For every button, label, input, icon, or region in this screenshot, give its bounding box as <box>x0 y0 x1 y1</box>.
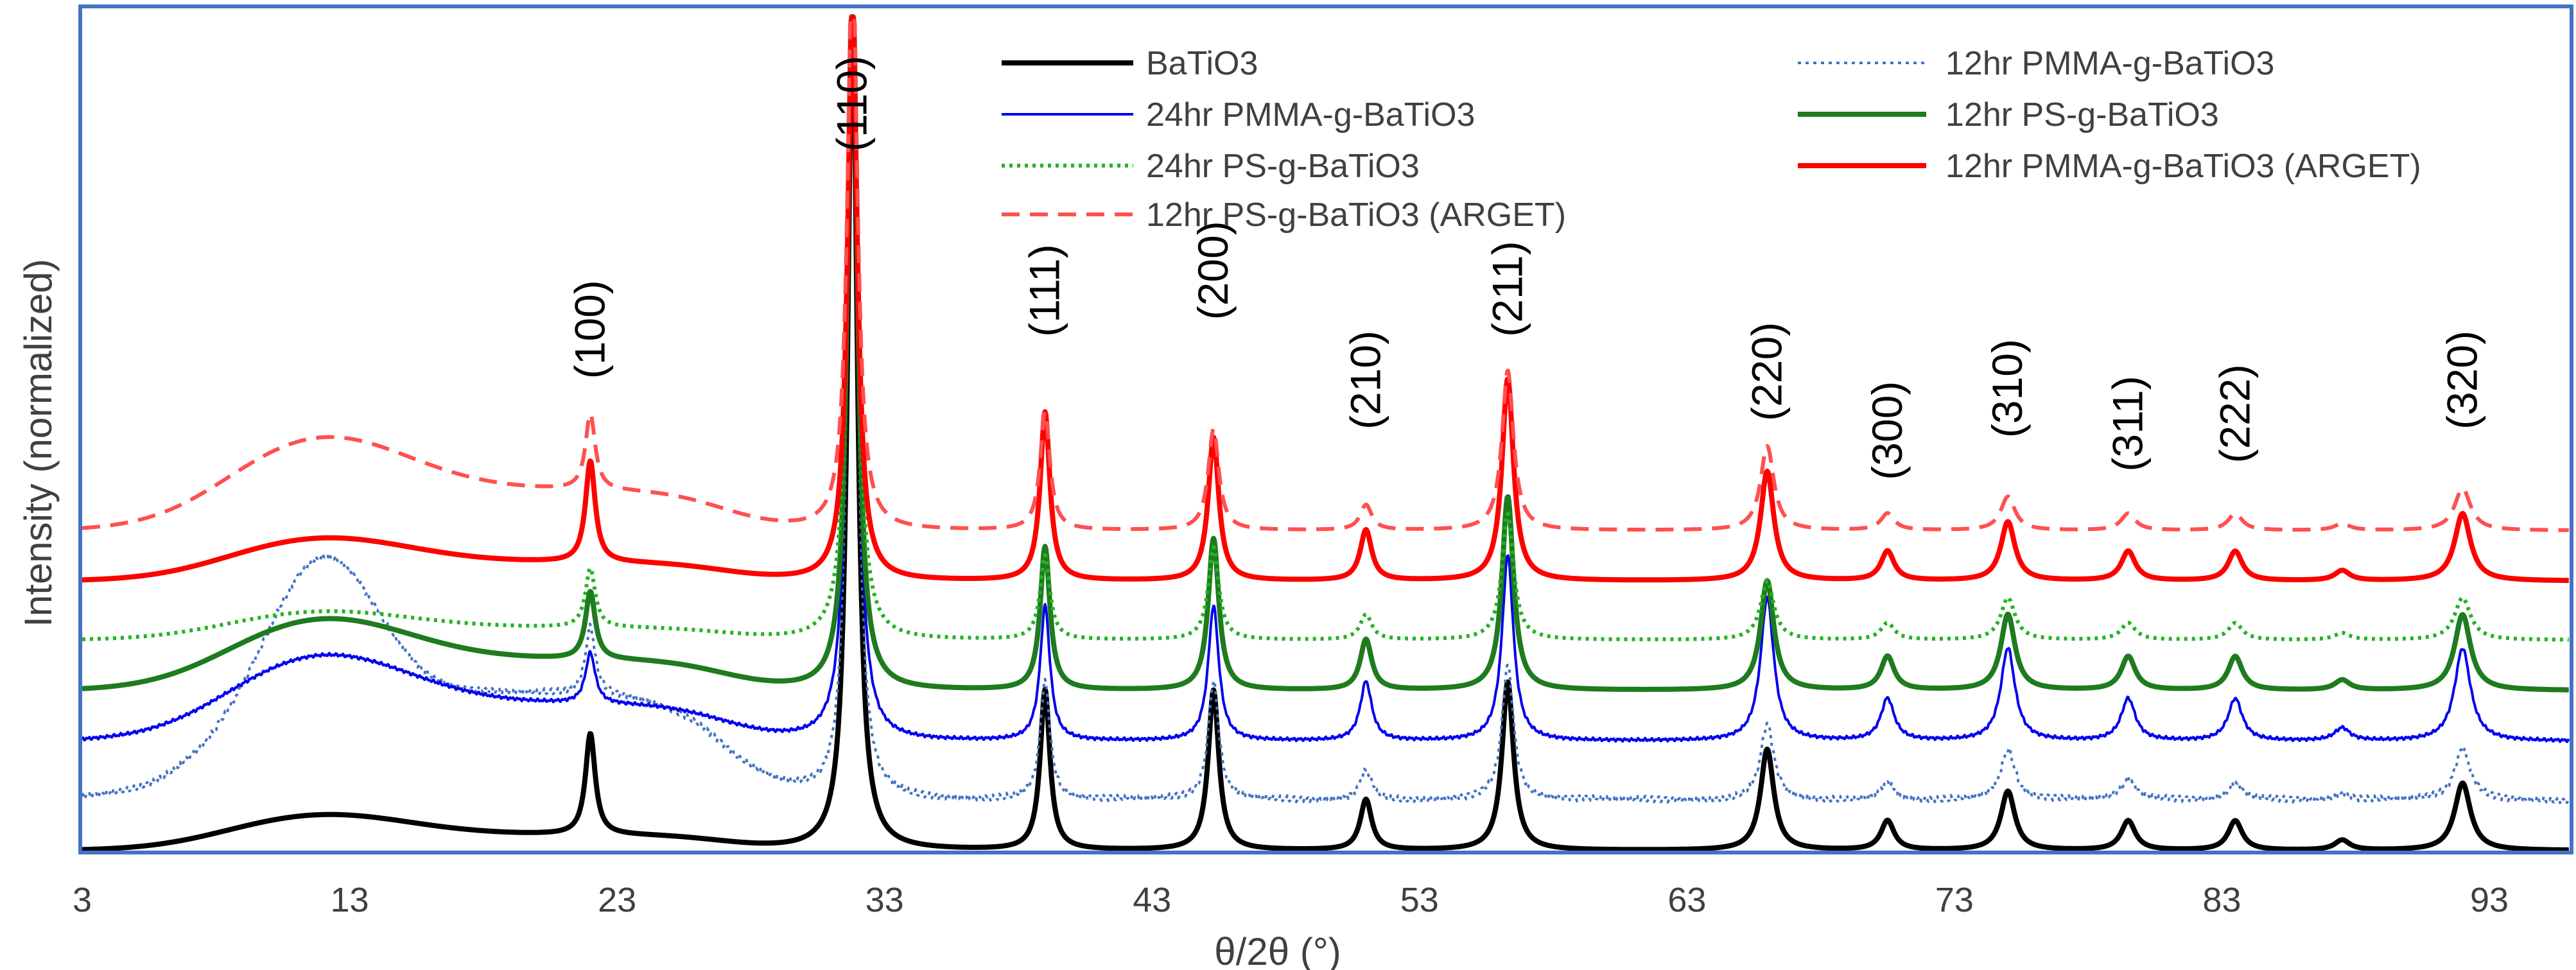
x-tick-label: 13 <box>331 881 369 919</box>
legend-item-12hr-pmma-g-batio3-arget: 12hr PMMA-g-BaTiO3 (ARGET) <box>1798 148 2421 185</box>
legend-label: 12hr PMMA-g-BaTiO3 <box>1945 45 2274 82</box>
legend: BaTiO3 12hr PMMA-g-BaTiO3 24hr PMMA-g-BaTi… <box>1002 45 2421 234</box>
x-axis-ticks: 3 13 23 33 43 53 63 73 83 93 <box>73 881 2509 919</box>
series-line-24hr-ps-g-batio3 <box>81 15 2570 642</box>
x-tick-label: 93 <box>2470 881 2509 919</box>
legend-item-12hr-ps-g-batio3: 12hr PS-g-BaTiO3 <box>1798 96 2219 134</box>
x-tick-label: 73 <box>1935 881 1974 919</box>
y-axis-label: Intensity (normalized) <box>17 259 60 627</box>
legend-label: BaTiO3 <box>1146 45 1258 82</box>
x-tick-label: 33 <box>866 881 904 919</box>
peak-label-200: (200) <box>1189 221 1237 320</box>
peak-label-222: (222) <box>2211 364 2258 463</box>
x-axis-label: θ/2θ (°) <box>1214 930 1341 970</box>
legend-item-24hr-ps-g-batio3: 24hr PS-g-BaTiO3 <box>1002 148 1420 185</box>
series-line-12hr-ps-g-batio3 <box>80 14 2571 693</box>
series-line-12hr-ps-g-batio3-arget <box>81 15 2570 532</box>
legend-item-batio3: BaTiO3 <box>1002 45 1258 82</box>
peak-label-211: (211) <box>1483 241 1531 337</box>
series-line-24hr-pmma-g-batio3 <box>82 15 2570 743</box>
legend-item-12hr-pmma-g-batio3: 12hr PMMA-g-BaTiO3 <box>1798 45 2274 82</box>
series-line-12hr-pmma-g-batio3-arget <box>80 14 2571 584</box>
series-line-12hr-pmma-g-batio3 <box>81 15 2570 804</box>
plot-frame <box>78 4 2573 854</box>
x-tick-label: 83 <box>2202 881 2241 919</box>
legend-label: 24hr PMMA-g-BaTiO3 <box>1146 96 1475 134</box>
legend-label: 12hr PMMA-g-BaTiO3 (ARGET) <box>1945 148 2421 185</box>
peak-label-310: (310) <box>1983 339 2031 438</box>
peak-labels: (100) (110) (111) (200) (210) (211) (220) (300)… <box>566 56 2486 480</box>
legend-label: 12hr PS-g-BaTiO3 <box>1945 96 2219 134</box>
peak-label-110: (110) <box>828 56 876 152</box>
legend-label: 24hr PS-g-BaTiO3 <box>1146 148 1420 185</box>
peak-label-111: (111) <box>1021 244 1068 336</box>
peak-label-320: (320) <box>2438 331 2485 429</box>
x-tick-label: 3 <box>73 881 92 919</box>
series-layer <box>80 14 2571 853</box>
x-tick-label: 43 <box>1133 881 1171 919</box>
legend-item-12hr-ps-g-batio3-arget: 12hr PS-g-BaTiO3 (ARGET) <box>1002 196 1566 234</box>
legend-label: 12hr PS-g-BaTiO3 (ARGET) <box>1146 196 1566 234</box>
peak-label-100: (100) <box>566 280 614 379</box>
peak-label-300: (300) <box>1863 381 1911 480</box>
peak-label-210: (210) <box>1342 331 1389 429</box>
series-line-batio3 <box>80 14 2571 853</box>
x-tick-label: 63 <box>1667 881 1706 919</box>
peak-label-220: (220) <box>1743 322 1790 421</box>
x-tick-label: 23 <box>598 881 636 919</box>
peak-label-311: (311) <box>2104 376 2152 471</box>
legend-item-24hr-pmma-g-batio3: 24hr PMMA-g-BaTiO3 <box>1002 96 1475 134</box>
x-tick-label: 53 <box>1400 881 1439 919</box>
